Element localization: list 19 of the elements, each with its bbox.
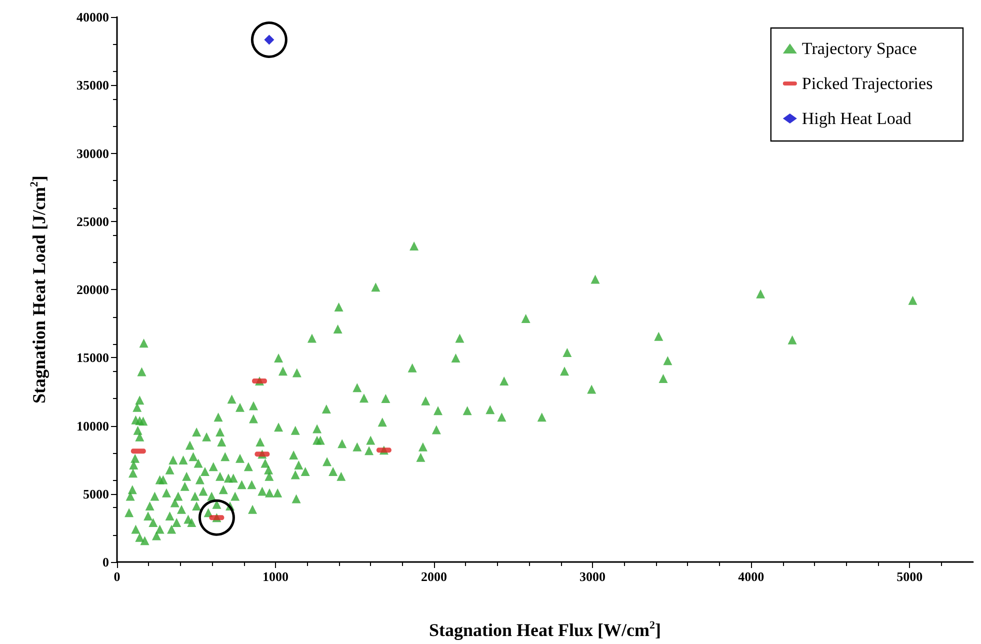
y-tick-label: 10000 — [76, 418, 109, 434]
x-tick-label: 4000 — [738, 569, 764, 584]
y-tick-label: 30000 — [76, 146, 109, 161]
y-tick-label: 20000 — [76, 282, 109, 297]
y-axis-title: Stagnation Heat Load [J/cm2] — [28, 176, 49, 404]
x-tick-label: 1000 — [262, 569, 289, 584]
y-tick-label: 15000 — [76, 350, 109, 366]
y-tick-label: 5000 — [83, 486, 109, 502]
y-tick-label: 35000 — [76, 78, 109, 93]
x-tick-label: 2000 — [421, 569, 448, 584]
y-tick-label: 0 — [102, 554, 109, 570]
x-tick-label: 3000 — [580, 569, 606, 584]
legend-label: Picked Trajectories — [802, 74, 933, 93]
legend-label: High Heat Load — [802, 109, 912, 128]
x-tick-label: 5000 — [896, 569, 923, 584]
legend-label: Trajectory Space — [802, 39, 917, 58]
y-tick-label: 25000 — [76, 214, 109, 229]
x-tick-label: 0 — [114, 569, 120, 584]
y-tick-label: 40000 — [76, 10, 109, 24]
